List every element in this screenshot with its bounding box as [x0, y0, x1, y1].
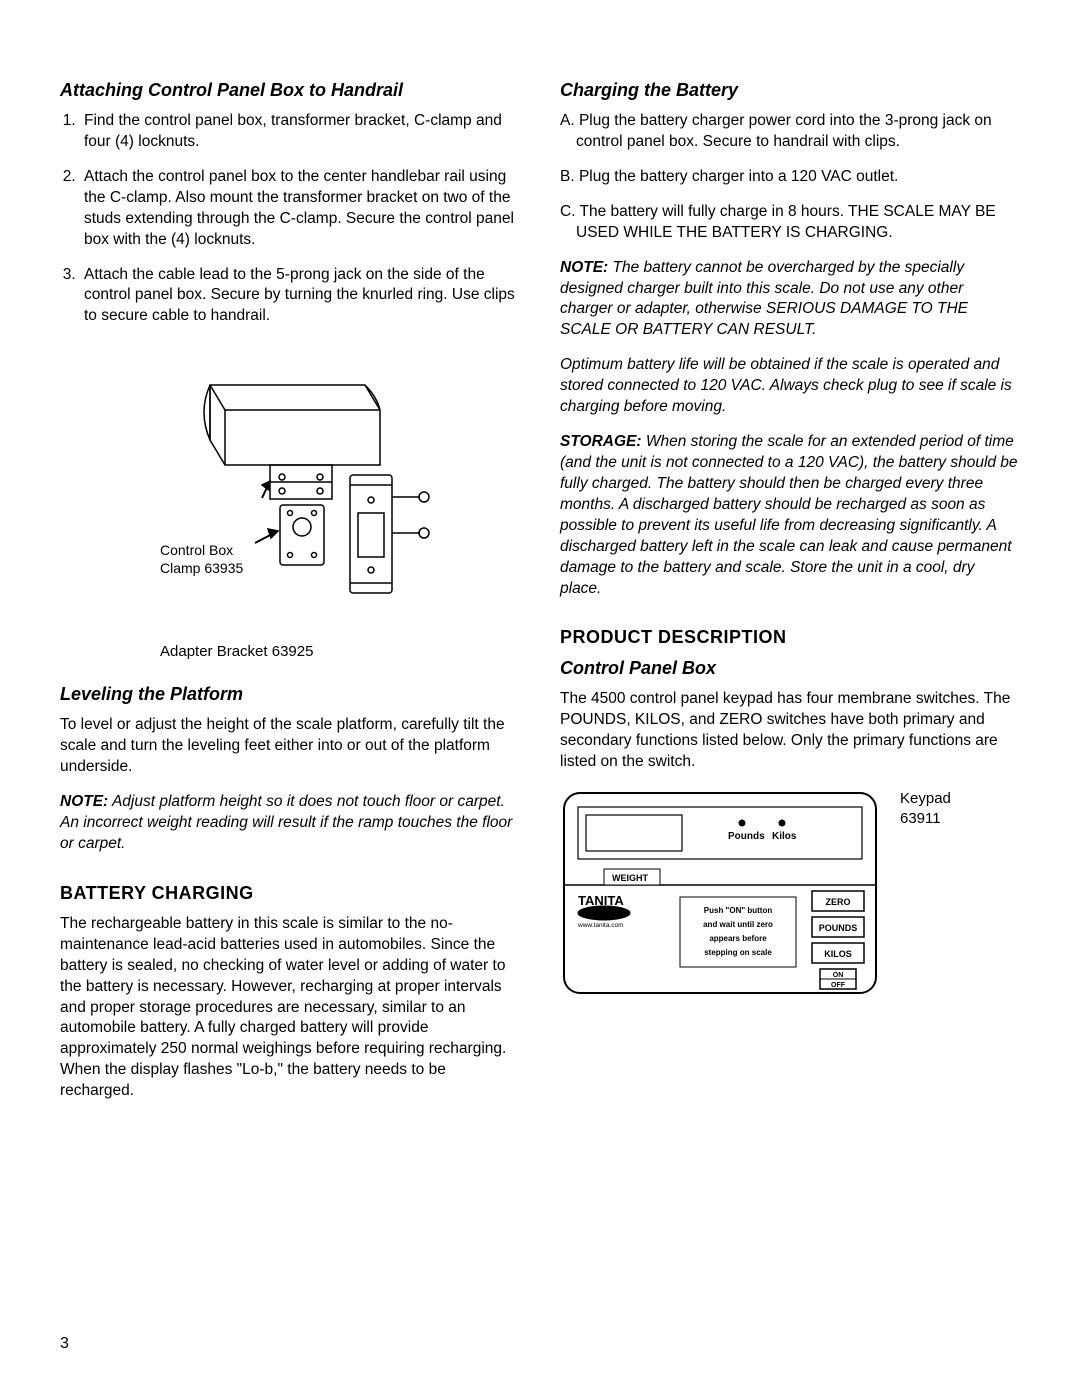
left-column: Attaching Control Panel Box to Handrail …: [60, 80, 520, 1116]
storage-prefix: STORAGE:: [560, 433, 642, 450]
kp-btn-off: OFF: [831, 982, 846, 989]
keypad-figure-row: Pounds Kilos WEIGHT TANITA www.tanita.co…: [560, 789, 1020, 999]
battery-text: The rechargeable battery in this scale i…: [60, 914, 520, 1102]
kp-btn-zero: ZERO: [825, 897, 850, 907]
fig-label-l1: Control Box: [160, 542, 233, 558]
kp-btn-on: ON: [833, 972, 844, 979]
attach-step: Attach the control panel box to the cent…: [80, 167, 520, 251]
control-box-figure: Control Box Clamp 63935 Adapter Bracket …: [150, 355, 520, 660]
control-box-diagram-svg: Control Box Clamp 63935: [150, 355, 450, 635]
fig-label-l2: Clamp 63935: [160, 560, 243, 576]
page-number: 3: [60, 1335, 69, 1353]
control-panel-box-heading: Control Panel Box: [560, 658, 1020, 679]
note-prefix: NOTE:: [560, 259, 608, 276]
charging-note: NOTE: The battery cannot be overcharged …: [560, 258, 1020, 342]
cpb-text: The 4500 control panel keypad has four m…: [560, 689, 1020, 773]
kp-pounds-label: Pounds: [728, 831, 765, 842]
keypad-label-l1: Keypad: [900, 789, 951, 809]
kp-brand-label: TANITA: [578, 893, 624, 908]
storage-note: STORAGE: When storing the scale for an e…: [560, 432, 1020, 599]
battery-charging-heading: BATTERY CHARGING: [60, 883, 520, 904]
right-column: Charging the Battery A. Plug the battery…: [560, 80, 1020, 1116]
kp-instr: and wait until zero: [703, 920, 773, 929]
kp-instr: appears before: [709, 934, 767, 943]
note-body: The battery cannot be overcharged by the…: [560, 259, 968, 339]
kp-instr: stepping on scale: [704, 948, 772, 957]
leveling-text: To level or adjust the height of the sca…: [60, 715, 520, 778]
leveling-note: NOTE: Adjust platform height so it does …: [60, 792, 520, 855]
kp-weight-label: WEIGHT: [612, 873, 648, 883]
kp-btn-kilos: KILOS: [824, 949, 852, 959]
product-description-heading: PRODUCT DESCRIPTION: [560, 627, 1020, 648]
charging-step: A. Plug the battery charger power cord i…: [560, 111, 1020, 153]
leveling-heading: Leveling the Platform: [60, 684, 520, 705]
kp-kilos-label: Kilos: [772, 831, 797, 842]
attach-step: Find the control panel box, transformer …: [80, 111, 520, 153]
keypad-diagram-svg: Pounds Kilos WEIGHT TANITA www.tanita.co…: [560, 789, 880, 999]
adapter-bracket-caption: Adapter Bracket 63925: [160, 643, 520, 660]
keypad-side-label: Keypad 63911: [900, 789, 951, 828]
kp-btn-pounds: POUNDS: [819, 923, 858, 933]
attach-step: Attach the cable lead to the 5-prong jac…: [80, 265, 520, 328]
keypad-label-l2: 63911: [900, 809, 951, 829]
note-body: Adjust platform height so it does not to…: [60, 793, 512, 852]
kp-instr: Push "ON" button: [704, 906, 773, 915]
attach-heading: Attaching Control Panel Box to Handrail: [60, 80, 520, 101]
charging-optimum: Optimum battery life will be obtained if…: [560, 355, 1020, 418]
attach-steps: Find the control panel box, transformer …: [60, 111, 520, 327]
charging-step: B. Plug the battery charger into a 120 V…: [560, 167, 1020, 188]
note-prefix: NOTE:: [60, 793, 108, 810]
charging-heading: Charging the Battery: [560, 80, 1020, 101]
charging-step: C. The battery will fully charge in 8 ho…: [560, 202, 1020, 244]
kp-url: www.tanita.com: [577, 922, 624, 929]
storage-body: When storing the scale for an extended p…: [560, 433, 1018, 596]
